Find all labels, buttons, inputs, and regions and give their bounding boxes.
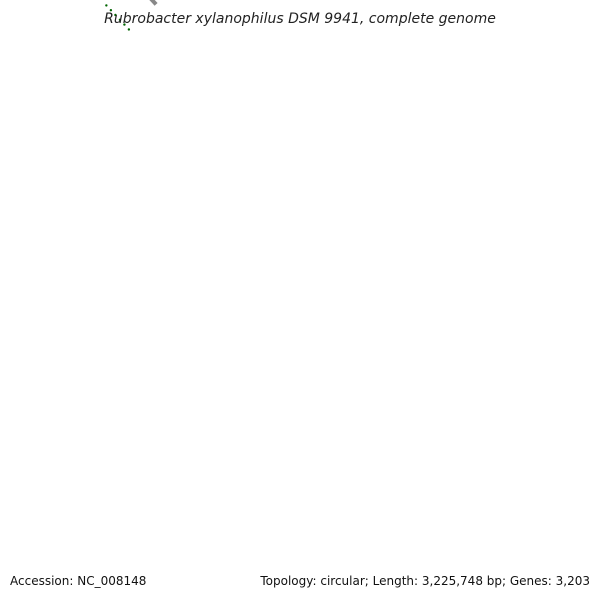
minor-tick: [109, 8, 113, 12]
minor-tick: [105, 4, 108, 7]
minor-tick: [114, 13, 117, 17]
minor-tick: [118, 18, 122, 21]
minor-tick: [127, 28, 131, 31]
accession-text: Accession: NC_008148: [10, 574, 147, 588]
map-title: Rubrobacter xylanophilus DSM 9941, compl…: [104, 11, 496, 27]
minor-tick-layer: [105, 4, 131, 31]
topology-text: Topology: circular; Length: 3,225,748 bp…: [260, 574, 590, 588]
backbone-layer: [149, 0, 158, 6]
genome-backbone: [149, 0, 158, 6]
minor-tick: [123, 23, 126, 26]
